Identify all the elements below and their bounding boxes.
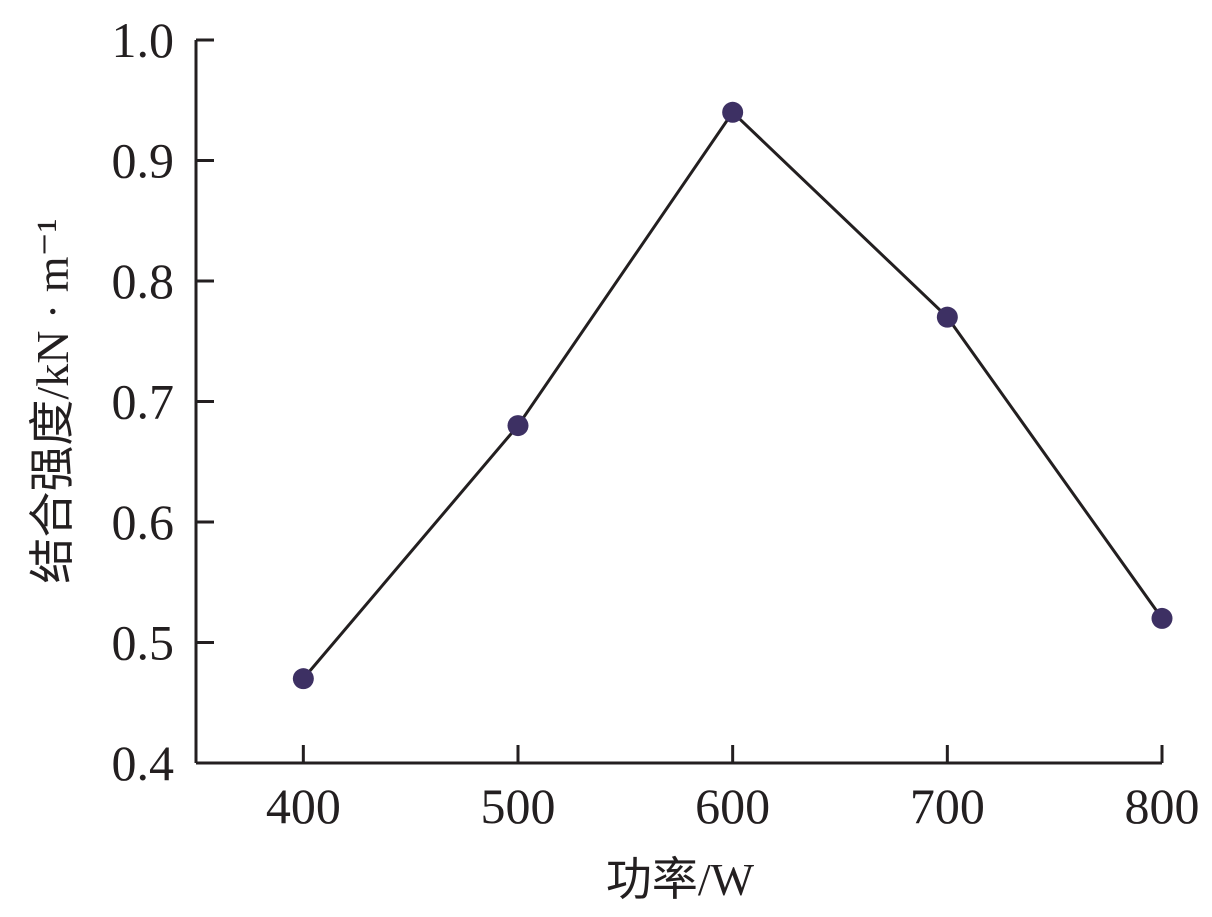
y-tick-label: 1.0 [112,12,175,68]
y-axis-title: 结合强度/kN · m⁻¹ [27,218,78,583]
data-point [1151,607,1173,629]
data-point [507,415,529,437]
y-tick-label: 0.7 [112,374,175,430]
axes: 0.4 0.5 0.6 0.7 0.8 0.9 1.0 400 500 600 700 800 [112,12,1200,834]
y-tick-label: 0.6 [112,494,175,550]
y-tick-label: 0.4 [112,735,175,791]
series-layer [292,101,1173,690]
x-tick-label: 500 [481,778,556,834]
x-tick-label: 600 [695,778,770,834]
x-tick-label: 400 [266,778,341,834]
data-point [722,101,744,123]
x-axis-title: 功率/W [606,854,755,905]
data-point [936,306,958,328]
y-tick-label: 0.8 [112,253,175,309]
x-tick-label: 700 [910,778,985,834]
y-tick-label: 0.9 [112,133,175,189]
x-tick-label: 800 [1125,778,1200,834]
y-tick-label: 0.5 [112,615,175,671]
series-line [302,109,1164,680]
data-point [292,668,314,690]
